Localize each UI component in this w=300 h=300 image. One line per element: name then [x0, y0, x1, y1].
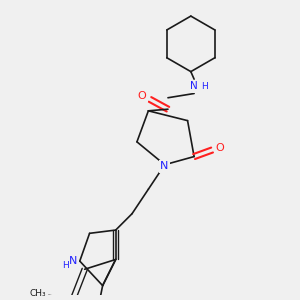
Text: O: O	[137, 91, 146, 101]
Text: N: N	[69, 256, 77, 266]
Text: N: N	[160, 161, 168, 171]
Text: O: O	[216, 143, 225, 153]
Text: N: N	[190, 81, 198, 91]
Text: H: H	[201, 82, 208, 91]
Text: CH₃: CH₃	[30, 289, 46, 298]
Text: H: H	[62, 262, 68, 271]
